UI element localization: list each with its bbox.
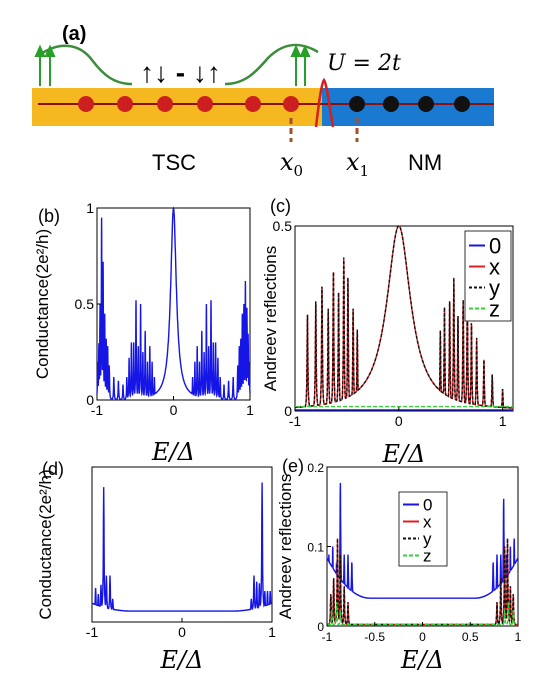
series-line-s0 [96,206,251,401]
x-tick-label: 1 [499,413,507,429]
nm-site [349,96,365,112]
y-axis-label-b: Conductance(2e²/h) [33,229,52,379]
tsc-region [32,88,327,126]
x1-subscript: 1 [360,162,370,180]
legend-label-x: x [423,513,432,532]
barrier-label: U = 2t [327,51,401,76]
y-axis-label-e: Andreev reflections [276,474,295,620]
x-tick-label: 0 [170,402,178,418]
legend-label-x: x [489,255,500,280]
x-axis-label-d: E/Δ [160,646,204,674]
x-tick-label: -1 [91,402,104,418]
x-axis-label-e: E/Δ [400,646,444,674]
tsc-sites [78,96,299,112]
y-tick-label: 0.5 [273,218,293,234]
legend-label-y: y [423,530,432,549]
tsc-site [157,96,173,112]
tsc-label: TSC [152,150,196,175]
tsc-site [117,96,133,112]
x0-label: x0 [280,148,303,180]
legend-label-0: 0 [489,234,501,259]
nm-site [454,96,470,112]
legend-label-z: z [423,547,432,566]
plot-frame-b [96,207,251,401]
barrier-peak [314,77,335,128]
x-axis-label-c: E/Δ [382,440,426,468]
x-tick-label: 1 [268,624,276,640]
chart-panel-b: -1 0 100.51(b)Conductance(2e²/h)E/Δ [33,200,254,466]
panel-label-a: (a) [62,23,86,45]
x0-subscript: 0 [294,162,304,180]
y-tick-label: 0.5 [75,296,95,312]
nm-site [383,96,399,112]
legend-label-z: z [489,297,500,322]
x-axis-label-b: E/Δ [151,438,195,466]
tsc-site [197,96,213,112]
tsc-site [245,96,261,112]
tsc-site [78,96,94,112]
x1-symbol: x [346,148,360,176]
x-tick-label: 0 [395,413,403,429]
spin-arrows-right [290,44,311,86]
plot-frame-d [91,466,273,623]
spin-arrows-left [34,44,56,86]
x-tick-label: -0.5 [364,630,385,644]
y-tick-label: 0 [86,392,94,408]
x-tick-label: 1 [515,630,522,644]
series-line-s0 [91,482,273,612]
x1-label: x1 [346,148,369,180]
panel-label-b: (b) [38,206,60,226]
y-axis-label-c: Andreev reflections [261,246,280,392]
x-tick-label: 1 [246,402,254,418]
y-tick-label: 0 [317,620,324,634]
x-tick-label: 0 [178,624,186,640]
nm-sites [349,96,470,112]
schematic-panel: (a) ↑↓ - ↓↑ U = 2t TSC NM x0 x1 [32,23,494,180]
nm-label: NM [408,150,442,175]
y-tick-label: 0.2 [307,461,324,475]
panel-label-e: (e) [282,456,304,476]
tsc-site [283,96,299,112]
series-line-y [295,225,514,409]
y-tick-label: 1 [86,200,94,216]
majorana-wave-left [37,44,133,86]
y-axis-label-d: Conductance(2e²/h) [36,469,55,619]
spin-configuration: ↑↓ - ↓↑ [140,57,221,88]
x0-symbol: x [280,148,294,176]
chart-panel-d: -1 0 1 (d)Conductance(2e²/h) E/Δ [36,459,276,674]
legend-label-y: y [489,276,500,301]
x-tick-label: 0.5 [462,630,479,644]
panel-label-c: (c) [270,196,291,216]
legend-label-0: 0 [423,496,432,515]
x-tick-label: -1 [289,413,302,429]
y-tick-label: 0 [284,403,292,419]
chart-panel-e: -1 -0.5 0 0.5 1 0 0.1 0.2(e)Andreev reflections… [276,456,522,674]
x-tick-label: -1 [322,630,333,644]
x-tick-label: 0 [419,630,426,644]
x-tick-label: -1 [86,624,99,640]
panel-label-d: (d) [42,459,64,479]
nm-site [418,96,434,112]
majorana-wave-right [224,43,319,86]
series-line-0 [326,482,519,599]
y-tick-label: 0.1 [307,541,324,555]
